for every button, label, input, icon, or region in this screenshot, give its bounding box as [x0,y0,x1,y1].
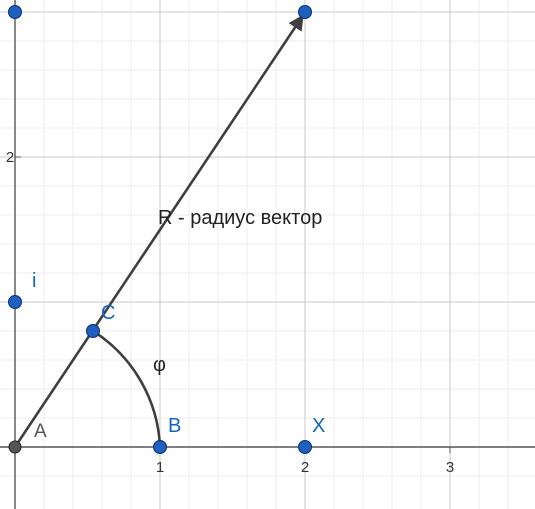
point-label-X: X [312,415,325,437]
x-tick-label-3: 3 [446,459,454,476]
axis-ticks [15,156,451,453]
radius-vector[interactable] [13,14,304,448]
point-B[interactable] [153,440,167,454]
point-top-left[interactable] [8,5,22,19]
point-C[interactable] [86,324,100,338]
angle-arc [92,329,162,448]
point-label-C: C [101,302,115,324]
x-tick-label-2: 2 [301,459,309,476]
point-A[interactable] [8,440,22,454]
point-label-i: i [32,270,36,292]
point-i[interactable] [8,295,22,309]
y-tick-label-2: 2 [6,149,14,166]
vector-label: R - радиус вектор [158,207,322,229]
x-tick-label-1: 1 [156,459,164,476]
point-X[interactable] [298,440,312,454]
point-label-A: A [34,421,47,442]
point-label-B: B [168,415,181,437]
point-vector-end[interactable] [298,5,312,19]
angle-label: φ [153,354,166,376]
